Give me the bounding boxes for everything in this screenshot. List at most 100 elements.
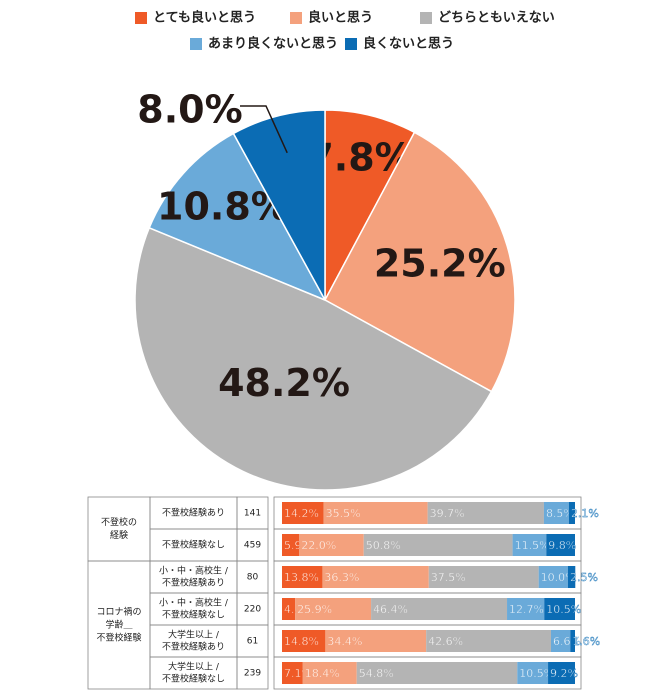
group-label: コロナ禍の xyxy=(96,606,141,618)
bar-segment xyxy=(570,630,575,652)
bar-value-label: 25.9% xyxy=(297,603,332,616)
pie-slice xyxy=(232,109,326,301)
category-label: 小・中・高校生 / xyxy=(159,565,229,577)
category-label: 不登校経験なし xyxy=(162,609,225,621)
legend-label: あまり良くないと思う xyxy=(208,36,338,52)
pie-slice xyxy=(324,109,416,301)
bar-value-label: 10.5% xyxy=(519,667,554,680)
bar-value-label: 10.0% xyxy=(541,571,576,584)
bar-segment xyxy=(548,662,575,684)
group-label: 不登校の xyxy=(101,516,137,528)
bar-value-label: 10.5% xyxy=(546,603,581,616)
bar-value-label: 35.5% xyxy=(326,507,361,520)
bar-value-label: 46.4% xyxy=(373,603,408,616)
legend-label: どちらともいえない xyxy=(438,11,555,26)
bar-value-label: 12.7% xyxy=(509,603,544,616)
bar-segment xyxy=(567,566,576,588)
bar-segment xyxy=(282,566,323,588)
bar-segment xyxy=(543,502,569,524)
n-label: 220 xyxy=(244,605,261,615)
legend-swatch xyxy=(420,12,432,24)
category-label: 小・中・高校生 / xyxy=(159,597,229,609)
bar-segment xyxy=(282,502,324,524)
bar-segment xyxy=(517,662,549,684)
legend-label: 良くないと思う xyxy=(363,36,454,52)
legend-swatch xyxy=(290,12,302,24)
bar-value-label: 8.5% xyxy=(546,507,574,520)
pie-slice xyxy=(323,131,516,393)
bar-value-label: 22.0% xyxy=(301,539,336,552)
bar-value-label: 2.1% xyxy=(571,507,599,520)
bar-segment xyxy=(371,598,508,620)
n-label: 459 xyxy=(244,541,261,551)
n-label: 141 xyxy=(244,509,261,519)
slice-label: 25.2% xyxy=(374,241,506,285)
n-label: 61 xyxy=(247,637,258,647)
bar-value-label: 1.6% xyxy=(572,635,600,648)
bar-segment xyxy=(282,630,326,652)
category-label: 大学生以上 / xyxy=(168,661,220,673)
bar-value-label: 39.7% xyxy=(430,507,465,520)
legend-swatch xyxy=(345,38,357,50)
bar-value-label: 34.4% xyxy=(327,635,362,648)
bar-segment xyxy=(568,502,575,524)
bar-segment xyxy=(295,598,372,620)
n-label: 239 xyxy=(244,669,261,679)
pie-slice xyxy=(134,226,493,491)
bar-value-label: 42.6% xyxy=(428,635,463,648)
legend-swatch xyxy=(190,38,202,50)
leader-line xyxy=(240,105,288,154)
bar-value-label: 9.8% xyxy=(548,539,576,552)
n-cell xyxy=(236,656,269,690)
bar-value-label: 54.8% xyxy=(359,667,394,680)
bar-segment xyxy=(322,566,429,588)
group-label: 学齢＿ xyxy=(105,619,132,631)
slice-label: 8.0% xyxy=(137,88,242,132)
category-label: 不登校経験あり xyxy=(162,507,225,519)
bar-segment xyxy=(356,662,518,684)
category-label: 不登校経験なし xyxy=(162,539,225,551)
bar-value-label: 13.8% xyxy=(284,571,319,584)
bar-segment xyxy=(426,630,551,652)
bar-segment xyxy=(428,566,539,588)
bar-segment xyxy=(282,662,303,684)
bar-value-label: 36.3% xyxy=(324,571,359,584)
group-label: 不登校経験 xyxy=(96,632,141,644)
legend-label: 良いと思う xyxy=(308,10,373,26)
legend-label: とても良いと思う xyxy=(153,10,256,26)
bar-segment xyxy=(544,598,575,620)
bar-segment xyxy=(427,502,544,524)
slice-label: 48.2% xyxy=(218,361,350,405)
bar-segment xyxy=(299,534,364,556)
n-label: 80 xyxy=(247,573,259,583)
bar-value-label: 11.5% xyxy=(515,539,550,552)
bar-value-label: 9.2% xyxy=(550,667,578,680)
bar-value-label: 18.4% xyxy=(305,667,340,680)
bar-segment xyxy=(302,662,357,684)
bar-cell xyxy=(273,656,582,690)
bar-value-label: 14.2% xyxy=(284,507,319,520)
bar-segment xyxy=(325,630,427,652)
bar-segment xyxy=(363,534,513,556)
bar-value-label: 2.5% xyxy=(570,571,598,584)
bar-segment xyxy=(546,534,575,556)
bar-segment xyxy=(282,534,300,556)
bar-value-label: 14.8% xyxy=(284,635,319,648)
bar-value-label: 50.8% xyxy=(366,539,401,552)
bar-segment xyxy=(538,566,568,588)
bar-value-label: 37.5% xyxy=(431,571,466,584)
bar-segment xyxy=(507,598,545,620)
category-label: 不登校経験なし xyxy=(162,673,225,685)
group-cell xyxy=(87,496,151,562)
group-label: 経験 xyxy=(110,529,128,541)
pie-slice xyxy=(148,132,327,302)
category-label: 不登校経験あり xyxy=(162,577,225,589)
bar-segment xyxy=(282,598,296,620)
bar-segment xyxy=(323,502,428,524)
category-label: 大学生以上 / xyxy=(168,629,220,641)
bar-segment xyxy=(550,630,571,652)
bar-segment xyxy=(512,534,547,556)
category-label: 不登校経験あり xyxy=(162,641,225,653)
legend-swatch xyxy=(135,12,147,24)
